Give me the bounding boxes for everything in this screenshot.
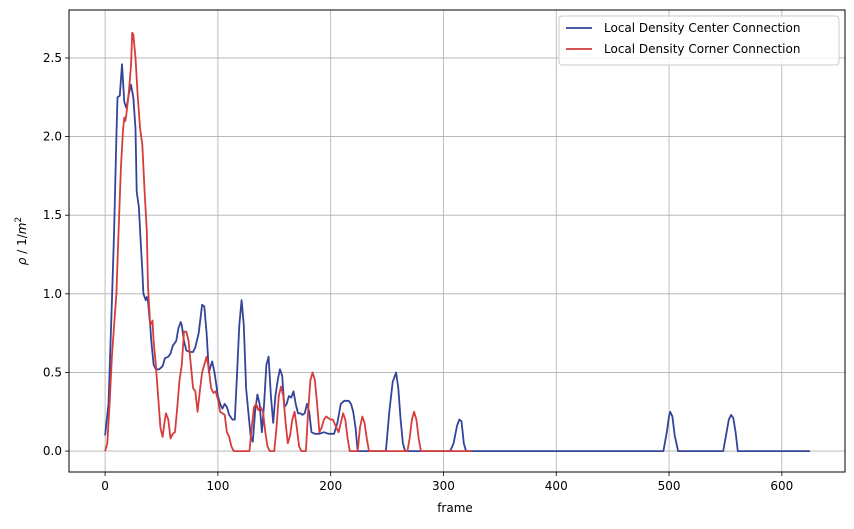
series-group (104, 31, 810, 452)
y-axis-ticks: 0.0 0.5 1.0 1.5 2.0 2.5 (43, 51, 69, 458)
series-line-corner-connection (104, 31, 472, 452)
x-axis-ticks: 0 100 200 300 400 500 600 (101, 472, 793, 493)
x-tick-label: 600 (770, 479, 793, 493)
y-tick-label: 1.5 (43, 208, 62, 222)
y-tick-label: 0.5 (43, 365, 62, 379)
x-tick-label: 100 (206, 479, 229, 493)
x-tick-label: 200 (319, 479, 342, 493)
legend-label-center: Local Density Center Connection (604, 21, 800, 35)
x-tick-label: 0 (101, 479, 109, 493)
y-tick-label: 2.0 (43, 130, 62, 144)
x-tick-label: 300 (432, 479, 455, 493)
plot-frame (68, 9, 846, 473)
y-tick-label: 2.5 (43, 51, 62, 65)
y-axis-label: ρ / 1/m2 (14, 217, 29, 265)
legend-box (558, 15, 840, 66)
legend: Local Density Center Connection Local De… (558, 15, 840, 66)
x-tick-label: 500 (658, 479, 681, 493)
y-tick-label: 1.0 (43, 287, 62, 301)
y-tick-label: 0.0 (43, 444, 62, 458)
x-tick-label: 400 (545, 479, 568, 493)
legend-label-corner: Local Density Corner Connection (604, 42, 800, 56)
x-axis-label: frame (437, 501, 473, 515)
